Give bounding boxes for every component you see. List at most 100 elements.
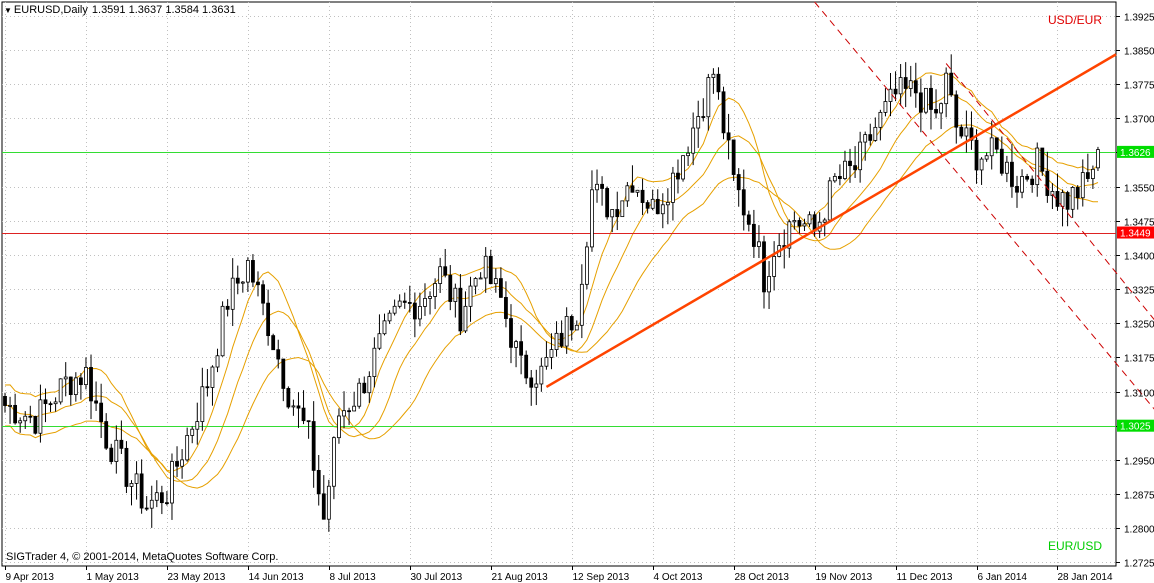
candle-up (337, 415, 341, 439)
candle-up (493, 278, 498, 285)
candle-up (984, 155, 989, 160)
x-tick-label: 28 Oct 2013 (735, 572, 790, 583)
candle-down (33, 415, 38, 434)
candle-up (681, 155, 685, 180)
candle-up (863, 134, 868, 143)
usd-eur-label: USD/EUR (1048, 13, 1103, 27)
candle-down (402, 300, 407, 303)
candle-down (999, 148, 1004, 174)
candle-up (843, 160, 847, 179)
candle-down (569, 316, 574, 331)
candle-up (691, 127, 696, 154)
candle-up (463, 305, 468, 332)
candle-down (524, 354, 529, 379)
candle-up (372, 347, 377, 377)
candle-down (448, 274, 453, 302)
candle-up (220, 305, 225, 357)
price-badge (1117, 145, 1154, 158)
candle-down (271, 335, 276, 351)
candle-up (397, 300, 402, 307)
candle-up (807, 214, 812, 225)
candle-up (245, 260, 250, 283)
plot-frame (1, 1, 1117, 567)
candle-up (878, 111, 883, 128)
candle-down (868, 134, 873, 141)
trendlines[interactable] (545, 1, 1154, 566)
candle-down (159, 492, 164, 504)
candle-up (706, 77, 711, 118)
candle-down (605, 188, 610, 218)
candle-up (195, 421, 200, 430)
candle-down (1040, 147, 1045, 172)
candle-down (109, 447, 114, 462)
candle-up (438, 266, 443, 284)
candle-down (347, 410, 351, 413)
y-tick-label: 1.2875 (1124, 491, 1154, 502)
channel-dashed-line (945, 63, 1154, 321)
candle-down (600, 183, 604, 189)
candle-up (291, 405, 296, 408)
candle-down (225, 305, 230, 310)
candle-down (736, 174, 741, 191)
y-tick-label: 1.3175 (1124, 354, 1154, 365)
price-badge-label: 1.3449 (1120, 229, 1151, 240)
candle-down (266, 302, 271, 337)
price-badge (1117, 226, 1154, 239)
candle-up (423, 298, 427, 307)
candle-down (175, 461, 179, 467)
x-tick-label: 23 May 2013 (168, 572, 226, 583)
chart-menu-triangle-icon[interactable]: ▼ (4, 6, 12, 15)
chart-header: ▼ EURUSD,Daily 1.3591 1.3637 1.3584 1.3631 (4, 4, 236, 16)
candle-up (428, 296, 432, 299)
y-tick-label: 1.3250 (1124, 320, 1154, 331)
candle-up (711, 73, 716, 78)
candle-down (261, 284, 265, 304)
candle-up (660, 204, 665, 215)
candle-up (544, 357, 549, 367)
horizontal-levels[interactable] (2, 152, 1116, 427)
candle-down (1065, 192, 1070, 210)
candle-down (853, 165, 857, 171)
candle-up (23, 415, 28, 422)
candle-up (908, 80, 913, 89)
candle-down (28, 415, 33, 418)
candle-down (458, 287, 463, 332)
candle-up (1096, 149, 1100, 169)
candle-up (539, 365, 544, 385)
ohlc-low: 1.3584 (165, 4, 199, 16)
candle-up (554, 332, 559, 350)
candle-down (751, 223, 756, 247)
candle-up (802, 223, 807, 227)
y-tick-label: 1.3100 (1124, 389, 1154, 400)
candle-down (959, 126, 964, 137)
candle-down (43, 399, 48, 405)
candle-up (53, 401, 58, 405)
x-tick-label: 19 Nov 2013 (816, 572, 873, 583)
x-tick-label: 4 Oct 2013 (654, 572, 703, 583)
price-badge (1117, 419, 1154, 432)
candle-down (721, 91, 726, 134)
candle-up (1020, 176, 1024, 193)
candle-up (63, 376, 68, 380)
candle-up (534, 383, 539, 388)
candle-up (468, 285, 473, 307)
candle-up (787, 221, 792, 249)
candle-down (362, 382, 367, 394)
candle-up (686, 152, 690, 157)
candle-down (929, 87, 933, 110)
candle-up (620, 200, 625, 218)
candle-up (883, 101, 888, 113)
candle-down (994, 137, 999, 150)
x-tick-label: 21 Aug 2013 (492, 572, 549, 583)
x-tick-label: 30 Jul 2013 (411, 572, 463, 583)
channel-dashed-line (814, 1, 1154, 410)
eur-usd-label: EUR/USD (1048, 539, 1103, 553)
x-tick-label: 11 Dec 2013 (897, 572, 953, 583)
candle-down (68, 376, 73, 395)
candle-up (8, 404, 12, 407)
candle-down (913, 80, 918, 94)
y-tick-label: 1.3550 (1124, 184, 1154, 195)
candle-down (903, 77, 908, 89)
candle-up (671, 172, 675, 203)
